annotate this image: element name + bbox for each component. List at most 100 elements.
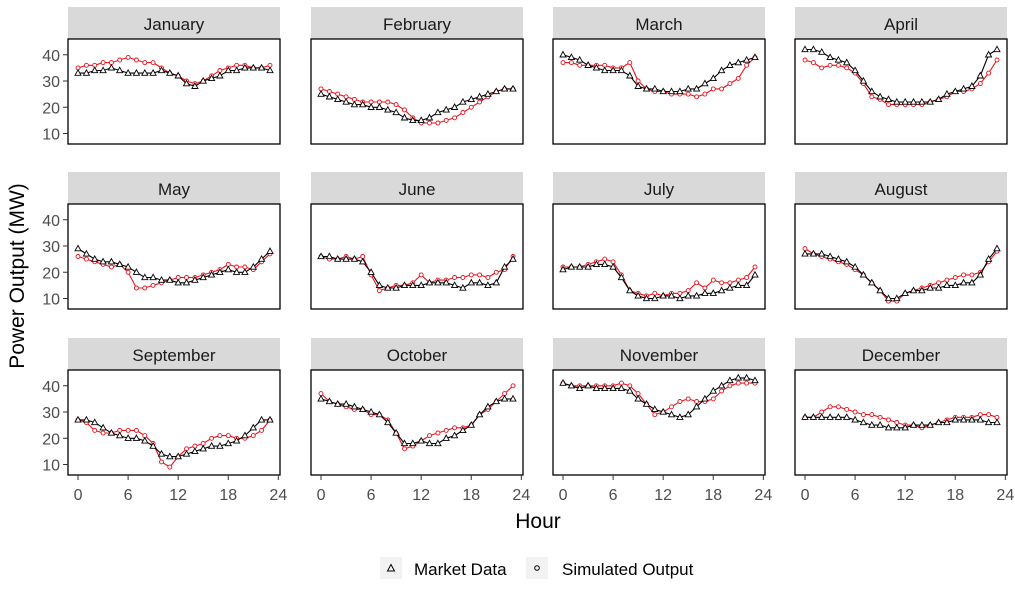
point-market-data [132, 268, 141, 275]
point-simulated-output [994, 57, 1000, 63]
strip-label-july: July [644, 180, 675, 199]
strip-label-june: June [399, 180, 436, 199]
point-market-data [842, 58, 851, 66]
point-market-data [99, 423, 107, 431]
point-simulated-output [435, 120, 441, 126]
point-simulated-output [83, 62, 89, 68]
point-simulated-output [735, 380, 741, 386]
point-market-data [74, 68, 82, 76]
point-market-data [400, 439, 409, 447]
panel-january: January 10 20 30 40 [42, 7, 281, 145]
point-simulated-output [225, 433, 231, 439]
point-market-data [199, 273, 207, 281]
point-market-data [893, 294, 901, 302]
point-market-data [149, 441, 157, 449]
point-simulated-output [719, 280, 725, 286]
point-market-data [559, 265, 567, 273]
point-market-data [224, 265, 233, 273]
strip-label-february: February [383, 15, 452, 34]
point-simulated-output [802, 57, 808, 63]
point-simulated-output [877, 414, 883, 420]
point-market-data [559, 50, 567, 58]
x-tick-label: 18 [219, 487, 237, 504]
point-market-data [467, 420, 476, 428]
point-market-data [984, 50, 993, 58]
point-market-data [107, 63, 116, 71]
point-simulated-output [685, 91, 691, 97]
x-axis-title: Hour [515, 510, 561, 533]
point-market-data [634, 394, 642, 402]
point-market-data [600, 66, 609, 74]
point-market-data [968, 415, 976, 423]
point-market-data [918, 420, 926, 428]
point-market-data [107, 257, 116, 265]
point-market-data [90, 66, 99, 74]
point-market-data [157, 66, 166, 74]
point-market-data [751, 376, 759, 384]
point-market-data [993, 45, 1001, 53]
legend-key-simulated-output [526, 557, 548, 579]
point-market-data [90, 254, 99, 262]
point-market-data [817, 249, 826, 257]
point-market-data [425, 439, 434, 447]
point-market-data [626, 71, 634, 79]
point-market-data [851, 66, 859, 74]
point-simulated-output [810, 60, 816, 66]
strip-september [68, 338, 280, 370]
point-market-data [726, 61, 734, 68]
point-market-data [826, 413, 834, 420]
point-market-data [876, 286, 884, 294]
point-market-data [676, 87, 684, 95]
point-market-data [509, 84, 517, 92]
point-simulated-output [468, 104, 474, 110]
point-market-data [99, 257, 107, 265]
point-simulated-output [133, 285, 139, 291]
legend-triangle-icon [386, 563, 396, 572]
strip-label-january: January [144, 15, 205, 34]
point-market-data [943, 281, 951, 289]
point-market-data [124, 434, 132, 441]
point-simulated-output [710, 86, 716, 92]
point-market-data [90, 418, 99, 426]
point-market-data [642, 399, 651, 407]
panel-march: March [552, 7, 766, 145]
point-simulated-output [477, 272, 483, 278]
strip-label-april: April [884, 15, 918, 34]
strip-label-november: November [620, 346, 699, 365]
point-market-data [609, 384, 617, 392]
point-market-data [149, 68, 157, 76]
point-market-data [734, 281, 743, 289]
point-simulated-output [133, 57, 139, 63]
point-market-data [726, 283, 734, 291]
point-market-data [182, 278, 191, 286]
x-tick-label: 24 [269, 487, 287, 504]
point-simulated-output [460, 275, 466, 280]
point-market-data [124, 262, 132, 270]
y-tick-label: 30 [42, 239, 60, 256]
point-market-data [701, 79, 709, 87]
point-simulated-output [376, 288, 382, 294]
point-simulated-output [125, 54, 131, 60]
point-market-data [174, 452, 182, 460]
point-market-data [993, 244, 1001, 252]
point-simulated-output [250, 433, 256, 439]
point-market-data [442, 434, 450, 441]
point-market-data [141, 273, 149, 281]
point-simulated-output [727, 81, 733, 87]
point-market-data [659, 291, 667, 299]
point-simulated-output [986, 412, 992, 418]
point-market-data [884, 95, 893, 103]
point-simulated-output [100, 430, 106, 436]
point-market-data [909, 286, 918, 294]
point-market-data [934, 283, 943, 291]
point-market-data [717, 66, 726, 74]
point-simulated-output [92, 427, 98, 433]
panel-june: June [310, 172, 524, 310]
point-market-data [367, 268, 375, 275]
point-market-data [191, 82, 199, 89]
point-market-data [232, 268, 241, 275]
point-market-data [717, 286, 726, 294]
point-simulated-output [443, 427, 449, 433]
point-market-data [901, 423, 909, 431]
point-market-data [484, 281, 492, 289]
